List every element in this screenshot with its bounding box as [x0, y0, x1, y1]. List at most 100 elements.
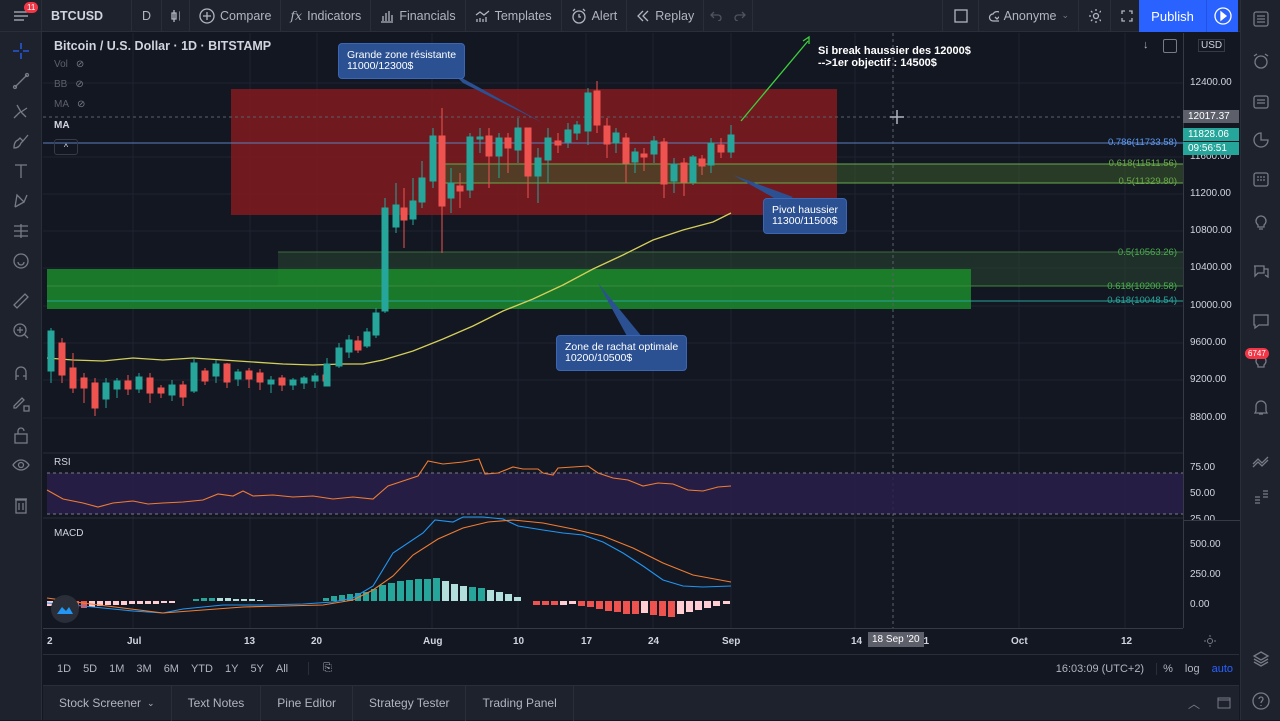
right-sidebar: 6747 — [1240, 0, 1280, 720]
range-6m[interactable]: 6M — [163, 662, 179, 675]
goto-date-button[interactable]: ⎘ — [308, 662, 338, 675]
lock-drawings-tool[interactable] — [10, 392, 32, 414]
range-ytd[interactable]: YTD — [190, 662, 213, 675]
logo-icon — [51, 595, 79, 623]
indicators-button[interactable]: fx Indicators — [281, 0, 372, 32]
templates-button[interactable]: Templates — [466, 0, 562, 32]
legend-ma-active[interactable]: MA — [54, 120, 70, 131]
range-5y[interactable]: 5Y — [250, 662, 264, 675]
crosshair-tool[interactable] — [10, 40, 32, 62]
pattern-tool[interactable] — [10, 190, 32, 212]
dom-button[interactable] — [1250, 486, 1272, 508]
redo-icon — [734, 11, 747, 21]
compare-button[interactable]: Compare — [190, 0, 282, 32]
calendar-icon — [1253, 172, 1269, 187]
main-chart[interactable]: Grande zone résistante 11000/12300$ Si b… — [43, 33, 1183, 628]
auto-toggle[interactable]: auto — [1211, 662, 1233, 675]
resistance-zone-note[interactable]: Grande zone résistante 11000/12300$ — [338, 43, 466, 79]
list-icon — [1253, 11, 1269, 27]
text-tool[interactable] — [10, 160, 32, 182]
percent-toggle[interactable]: % — [1163, 662, 1173, 675]
chat-bubble-icon — [1253, 314, 1269, 330]
pie-chart-icon — [1253, 132, 1269, 148]
clock[interactable]: 16:03:09 (UTC+2) — [1050, 662, 1158, 675]
chevron-down-icon: ⌄ — [1061, 10, 1069, 20]
alerts-button[interactable] — [1250, 50, 1272, 72]
calendar-button[interactable] — [1250, 168, 1272, 190]
pitchfork-tool[interactable] — [10, 100, 32, 122]
symbol-search[interactable]: BTCUSD — [42, 0, 132, 32]
visibility-tool[interactable] — [10, 454, 32, 476]
legend-vol[interactable]: Vol ⊘ — [54, 59, 85, 70]
range-5d[interactable]: 5D — [83, 662, 98, 675]
scroll-to-realtime-button[interactable]: ↓ — [1143, 39, 1149, 51]
chart-type-button[interactable] — [162, 0, 190, 32]
replay-button[interactable]: Replay — [627, 0, 705, 32]
eye-off-icon[interactable]: ⊘ — [77, 99, 86, 110]
layout-button[interactable] — [943, 0, 979, 32]
range-1m[interactable]: 1M — [109, 662, 125, 675]
publish-button[interactable]: Publish — [1139, 0, 1206, 32]
time-axis[interactable]: 2 Jul 13 20 Aug 10 17 24 Sep 14 21 Oct 1… — [43, 628, 1183, 654]
legend-ma[interactable]: MA ⊘ — [54, 99, 86, 110]
legend-bb[interactable]: BB ⊘ — [54, 79, 84, 90]
pivot-note[interactable]: Pivot haussier 11300/11500$ — [763, 198, 847, 234]
data-window-button[interactable] — [1250, 90, 1272, 112]
axis-settings-button[interactable] — [1203, 634, 1219, 650]
remove-drawings-tool[interactable] — [10, 494, 32, 516]
streams-button[interactable]: 6747 — [1245, 348, 1272, 372]
collapse-legend-button[interactable]: ^ — [54, 139, 78, 155]
collapse-panel-button[interactable]: ︿ — [1187, 696, 1200, 711]
tab-text-notes[interactable]: Text Notes — [172, 685, 262, 721]
maximize-panel-button[interactable] — [1209, 697, 1239, 709]
interval-button[interactable]: D — [132, 0, 162, 32]
tab-trading-panel[interactable]: Trading Panel — [466, 685, 574, 721]
menu-button[interactable]: 11 — [0, 0, 42, 32]
lock-tool[interactable] — [10, 424, 32, 446]
tab-strategy-tester[interactable]: Strategy Tester — [353, 685, 467, 721]
undo-button[interactable] — [704, 0, 728, 32]
currency-label[interactable]: USD — [1198, 39, 1226, 52]
range-1y[interactable]: 1Y — [224, 662, 239, 675]
measure-icon — [14, 224, 28, 238]
last-price-tag: 11828.06 — [1183, 128, 1239, 141]
trendline-tool[interactable] — [10, 70, 32, 92]
hotlists-button[interactable] — [1250, 128, 1272, 150]
breakout-note[interactable]: Si break haussier des 12000$ -->1er obje… — [818, 45, 971, 69]
tab-pine-editor[interactable]: Pine Editor — [261, 685, 353, 721]
help-button[interactable] — [1250, 690, 1272, 712]
price-axis[interactable]: USD 12400.00 11600.00 11200.00 10800.00 … — [1183, 33, 1240, 628]
cloud-check-icon — [988, 10, 999, 22]
messages-button[interactable] — [1250, 310, 1272, 332]
ideas-button[interactable] — [1250, 210, 1272, 232]
brush-tool[interactable] — [10, 130, 32, 152]
publish-video-button[interactable] — [1206, 0, 1238, 32]
icons-tool[interactable] — [10, 250, 32, 272]
range-3m[interactable]: 3M — [136, 662, 152, 675]
account-dropdown[interactable]: Anonyme ⌄ — [979, 0, 1079, 32]
ruler-icon — [13, 293, 29, 309]
range-all[interactable]: All — [275, 662, 289, 675]
alert-button[interactable]: Alert — [562, 0, 628, 32]
gear-icon — [1204, 635, 1216, 647]
buy-zone-note[interactable]: Zone de rachat optimale 10200/10500$ — [556, 335, 688, 371]
notifications-button[interactable] — [1250, 396, 1272, 418]
range-1d[interactable]: 1D — [57, 662, 72, 675]
zoom-tool[interactable] — [10, 320, 32, 342]
tab-stock-screener[interactable]: Stock Screener ⌄ — [43, 685, 172, 721]
watchlist-button[interactable] — [1250, 8, 1272, 30]
chats-button[interactable] — [1250, 260, 1272, 282]
magnet-tool[interactable] — [10, 362, 32, 384]
prediction-tool[interactable] — [10, 220, 32, 242]
redo-button[interactable] — [728, 0, 754, 32]
log-toggle[interactable]: log — [1184, 662, 1200, 675]
trading-button[interactable] — [1250, 450, 1272, 472]
pattern-icon — [14, 193, 28, 208]
financials-button[interactable]: Financials — [371, 0, 466, 32]
reset-chart-button[interactable] — [1163, 39, 1177, 53]
settings-button[interactable] — [1079, 0, 1111, 32]
eye-off-icon[interactable]: ⊘ — [75, 79, 84, 90]
eye-off-icon[interactable]: ⊘ — [75, 59, 85, 70]
ruler-tool[interactable] — [10, 290, 32, 312]
object-tree-button[interactable] — [1250, 648, 1272, 670]
